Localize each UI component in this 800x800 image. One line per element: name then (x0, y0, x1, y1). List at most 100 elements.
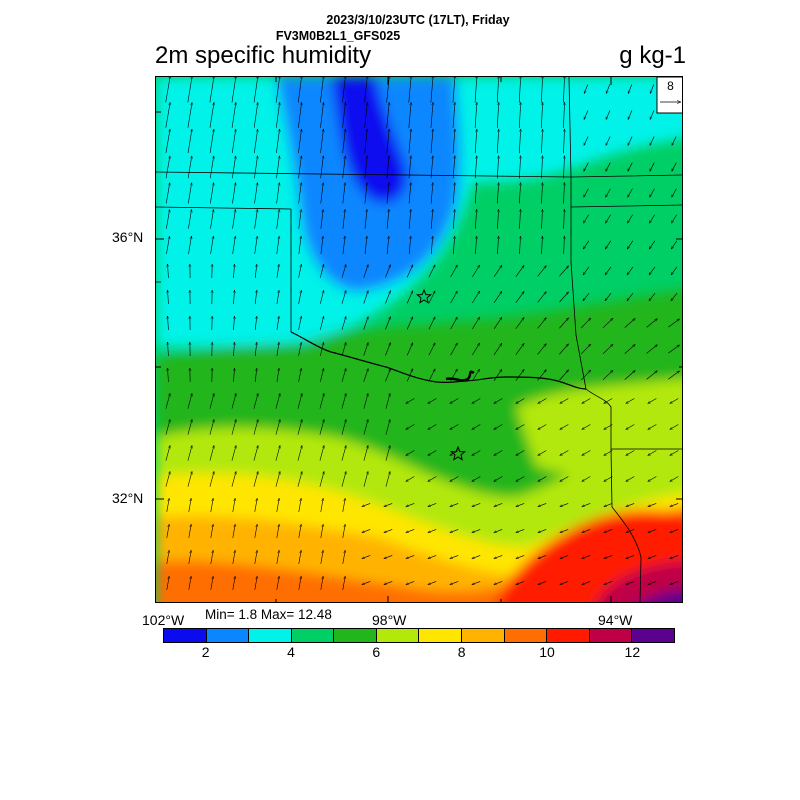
wind-vector (560, 450, 569, 456)
wind-vector (671, 214, 677, 223)
wind-vector (276, 524, 279, 538)
wind-vector (604, 476, 613, 482)
colorbar-box-10 (547, 629, 590, 642)
wind-vector (582, 529, 591, 532)
wind-vector (580, 370, 591, 381)
wind-vector (187, 102, 192, 128)
wind-vector (320, 368, 323, 382)
wind-vector (602, 318, 613, 329)
wind-vector (450, 343, 458, 356)
wind-vector (231, 445, 236, 461)
wind-vector (583, 84, 589, 93)
wind-vector (646, 319, 658, 328)
wind-vector (582, 424, 591, 430)
wind-vector (538, 555, 547, 558)
wind-vector (671, 266, 678, 275)
wind-vector (497, 209, 498, 229)
wind-vector (627, 266, 634, 275)
wind-vector (276, 316, 279, 330)
wind-vector (649, 84, 655, 93)
wind-vector (232, 576, 235, 590)
wind-vector (670, 503, 679, 506)
wind-vector (583, 292, 590, 301)
wind-vector (363, 393, 368, 409)
wind-vector (298, 342, 302, 356)
wind-vector (541, 102, 542, 128)
wind-vector (234, 290, 235, 305)
lon-label-94w: 94°W (598, 612, 633, 628)
wind-vector (298, 209, 301, 229)
wind-vector (605, 110, 611, 119)
wind-vector (626, 555, 635, 558)
wind-vector (320, 156, 324, 179)
wind-vector (474, 156, 477, 179)
wind-vector (364, 209, 367, 229)
wind-vector (188, 524, 191, 538)
wind-vector (187, 129, 192, 154)
wind-vector (297, 471, 302, 487)
wind-vector (168, 316, 169, 331)
wind-vector (232, 156, 235, 179)
wind-vector (624, 318, 636, 328)
wind-vector (649, 162, 655, 172)
wind-vector (165, 393, 170, 409)
wind-vector (166, 209, 169, 229)
wind-vector (341, 264, 346, 278)
wind-vector (538, 424, 547, 430)
colorbar-box-2 (206, 629, 250, 642)
wind-vector (450, 291, 458, 304)
wind-vector (320, 290, 323, 304)
wind-vector (253, 471, 258, 487)
wind-vector (516, 555, 525, 558)
colorbar-tick-label: 8 (457, 644, 466, 660)
wind-vector (582, 450, 591, 456)
wind-vector (342, 236, 345, 255)
wind-vector (385, 419, 390, 435)
wind-vector (341, 393, 346, 409)
wind-vector (605, 240, 612, 249)
wind-vector (210, 576, 213, 590)
header-datetime: 2023/3/10/23UTC (17LT), Friday (326, 13, 510, 27)
wind-vector (649, 110, 655, 119)
wind-vector (363, 290, 369, 304)
wind-vector (168, 368, 169, 383)
wind-vector (254, 290, 257, 304)
wind-vector (450, 476, 459, 482)
wind-vector (541, 156, 542, 179)
wind-vector (209, 393, 214, 409)
wind-vector (542, 236, 543, 255)
wind-vector (320, 129, 324, 154)
wind-vector (626, 581, 635, 584)
wind-vector (276, 342, 279, 356)
wind-vector (583, 214, 589, 223)
wind-vector (209, 129, 214, 154)
wind-vector (232, 236, 236, 255)
wind-vector (516, 581, 525, 584)
wind-vector (563, 77, 564, 103)
wind-vector (627, 188, 633, 198)
map-panel: 8 (155, 76, 683, 603)
units-label: g kg-1 (619, 42, 686, 69)
wind-vector (519, 129, 520, 154)
wind-vector (341, 445, 346, 461)
wind-vector (627, 136, 633, 145)
wind-vector (363, 368, 369, 382)
wind-vector (560, 424, 569, 430)
wind-vector (472, 398, 481, 404)
wind-vector (254, 183, 258, 204)
wind-vector (406, 529, 415, 532)
wind-vector (670, 555, 679, 558)
wind-vector (604, 450, 613, 456)
wind-vector (604, 503, 613, 506)
wind-vector (298, 368, 302, 382)
wind-vector (406, 343, 414, 356)
wind-vector (320, 316, 323, 330)
wind-vector (188, 550, 191, 564)
wind-vector (320, 550, 323, 564)
wind-vector (320, 264, 323, 278)
wind-vector (648, 450, 657, 456)
wind-vector (253, 102, 258, 128)
colorbar-box-3 (249, 629, 292, 642)
wind-vector (342, 129, 346, 154)
wind-vector (187, 77, 192, 103)
